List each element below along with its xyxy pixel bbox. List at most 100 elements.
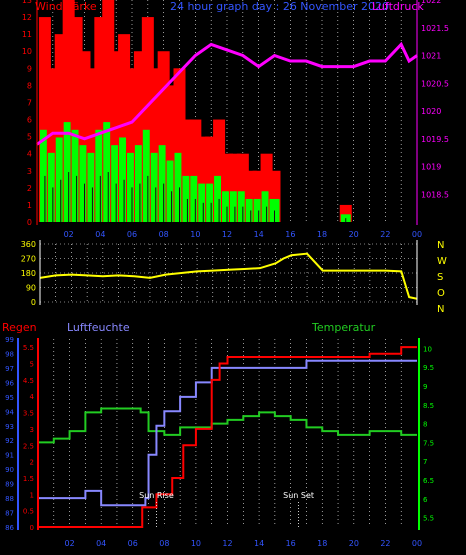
sun-markers: Sun Rise Sun Set — [139, 491, 314, 527]
bottom-x-tick-label: 20 — [349, 539, 359, 548]
wind-y-tick-label: 1 — [27, 201, 32, 210]
humidity-y-axis-labels: 86 87 88 89 90 91 92 93 94 95 96 97 98 99 — [5, 336, 14, 532]
wind-avg-bar — [127, 152, 137, 222]
wind-avg-bar — [174, 152, 185, 222]
bottom-x-tick-label: 22 — [380, 539, 390, 548]
temperature-y-tick-label: 10 — [423, 345, 432, 353]
temperature-y-tick-label: 9.5 — [423, 364, 434, 372]
humidity-y-tick-label: 89 — [5, 481, 14, 489]
direction-y-axis-labels: 0 90 180 270 360 — [21, 240, 36, 307]
pressure-y-tick-label: 1021 — [421, 52, 441, 61]
humidity-y-tick-label: 87 — [5, 510, 14, 518]
wind-x-tick-label: 22 — [380, 230, 390, 239]
wind-avg-bar — [198, 183, 209, 222]
wind-x-axis-labels: 02 04 06 08 10 12 14 16 18 20 22 00 — [64, 230, 423, 239]
wind-y-tick-label: 6 — [27, 116, 32, 125]
bottom-x-tick-label: 08 — [159, 539, 169, 548]
rain-y-tick-label: 0 — [30, 524, 34, 532]
temperature-title: Temperatur — [311, 321, 376, 334]
wind-y-tick-label: 2 — [27, 184, 32, 193]
pressure-y-tick-label: 1018.5 — [421, 190, 449, 199]
humidity-y-tick-label: 93 — [5, 423, 14, 431]
bottom-x-tick-label: 12 — [222, 539, 232, 548]
compass-o-label: O — [437, 288, 445, 299]
rain-line — [38, 346, 417, 528]
bottom-x-tick-label: 00 — [412, 539, 422, 548]
sun-marker-label: Sun Set — [283, 491, 314, 500]
direction-y-tick-label: 180 — [21, 269, 36, 278]
direction-y-tick-label: 270 — [21, 255, 36, 264]
wind-title: Windstärke — [35, 0, 97, 13]
rain-y-tick-label: 0.5 — [23, 508, 34, 516]
bottom-x-tick-label: 18 — [317, 539, 327, 548]
wind-bars — [38, 0, 352, 223]
wind-avg-bar — [340, 214, 351, 222]
direction-y-tick-label: 0 — [31, 298, 36, 307]
rain-y-tick-label: 4 — [30, 393, 35, 401]
humidity-y-tick-label: 95 — [5, 394, 14, 402]
bottom-x-tick-label: 02 — [64, 539, 74, 548]
humidity-y-tick-label: 92 — [5, 437, 14, 445]
humidity-y-tick-label: 94 — [5, 408, 14, 416]
rain-y-tick-label: 3.5 — [23, 410, 34, 418]
temperature-line — [38, 407, 417, 444]
wind-x-tick-label: 10 — [190, 230, 200, 239]
wind-y-tick-label: 7 — [27, 98, 32, 107]
humidity-line — [38, 359, 417, 507]
temperature-y-tick-label: 8 — [423, 421, 427, 429]
rain-y-axis-labels: 0 0.5 1 1.5 2 2.5 3 3.5 4 4.5 5 5.5 — [23, 344, 35, 532]
wind-y-tick-label: 8 — [27, 81, 32, 90]
humidity-y-tick-label: 90 — [5, 466, 14, 474]
bottom-x-tick-label: 06 — [128, 539, 138, 548]
bottom-gridlines — [53, 339, 402, 527]
pressure-y-tick-label: 1019 — [421, 163, 441, 172]
bottom-x-tick-label: 10 — [191, 539, 201, 548]
temperature-y-tick-label: 9 — [423, 383, 427, 391]
humidity-y-tick-label: 88 — [5, 495, 14, 503]
compass-s-label: S — [437, 272, 443, 283]
wind-x-tick-label: 20 — [349, 230, 359, 239]
wind-avg-bar — [206, 183, 217, 222]
wind-y-tick-label: 11 — [22, 30, 32, 39]
wind-y-tick-label: 5 — [27, 133, 32, 142]
humidity-y-tick-label: 86 — [5, 524, 14, 532]
rain-y-tick-label: 2 — [30, 459, 34, 467]
rain-y-tick-label: 3 — [30, 426, 34, 434]
compass-n-label: N — [437, 240, 444, 251]
temperature-y-axis-labels: 5.5 6 6.5 7 7.5 8 8.5 9 9.5 10 — [423, 345, 434, 522]
wind-x-tick-label: 12 — [222, 230, 232, 239]
pressure-y-tick-label: 1021.5 — [421, 24, 449, 33]
sun-marker-label: Sun Rise — [139, 491, 174, 500]
compass-w-label: W — [437, 256, 447, 267]
pressure-y-tick-label: 1020.5 — [421, 79, 449, 88]
rain-title: Regen — [2, 321, 37, 334]
humidity-title: Luftfeuchte — [67, 321, 130, 334]
wind-avg-bar — [150, 152, 161, 222]
bottom-x-tick-label: 16 — [286, 539, 296, 548]
temperature-y-tick-label: 7 — [423, 458, 427, 466]
wind-x-tick-label: 16 — [285, 230, 295, 239]
compass-n-label: N — [437, 304, 444, 315]
wind-y-tick-label: 9 — [27, 64, 32, 73]
pressure-y-tick-label: 1022 — [421, 0, 441, 5]
humidity-y-tick-label: 99 — [5, 336, 14, 344]
pressure-title: Luftdruck — [372, 0, 424, 13]
humidity-y-tick-label: 97 — [5, 365, 14, 373]
temperature-y-tick-label: 7.5 — [423, 439, 434, 447]
wind-x-tick-label: 18 — [317, 230, 327, 239]
bottom-x-axis-labels: 02 04 06 08 10 12 14 16 18 20 22 00 — [64, 539, 422, 548]
rain-y-tick-label: 5 — [30, 361, 34, 369]
temperature-y-tick-label: 8.5 — [423, 402, 434, 410]
wind-x-tick-label: 04 — [95, 230, 105, 239]
rain-y-tick-label: 4.5 — [23, 377, 34, 385]
direction-gridlines — [40, 243, 417, 303]
humidity-y-tick-label: 98 — [5, 350, 14, 358]
wind-y-tick-label: 12 — [22, 13, 32, 22]
wind-x-tick-label: 14 — [254, 230, 264, 239]
rain-y-tick-label: 2.5 — [23, 442, 34, 450]
